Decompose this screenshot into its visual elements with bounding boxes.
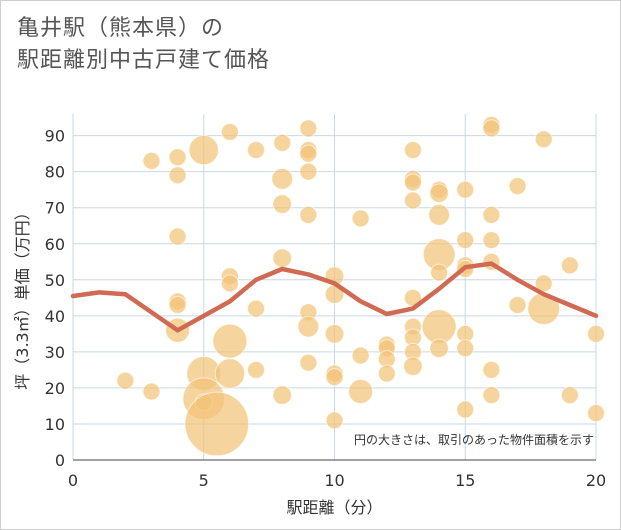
axes: 0 5 10 15 20 0 10 20 30 40 50 60 70 80 90 [45,127,607,490]
bubble-point [403,191,422,210]
y-axis-label: 坪（3.3㎡）単価（万円） [13,204,32,389]
bubble-point [324,324,345,344]
bubble-point [142,151,161,170]
bubble-point [299,353,318,372]
y-tick-label: 70 [45,199,65,218]
bubble-point [297,315,320,338]
bubble-point [168,148,187,167]
bubble-point [351,209,370,228]
bubble-point [587,324,605,343]
bubble-point [560,256,579,275]
size-annotation: 円の大きさは、取引のあった物件面積を示す [354,432,594,447]
bubble-point [168,166,187,185]
bubble-point [482,386,501,405]
bubble-point [142,382,161,401]
bubble-point [534,130,553,149]
trend-line [70,261,599,333]
bubble-point [377,364,396,383]
bubble-point [429,183,449,204]
bubble-point [188,134,219,166]
bubble-point [184,391,250,457]
x-axis-label: 駅距離（分） [286,498,382,517]
y-tick-label: 20 [45,379,65,398]
bubble-point [116,371,135,390]
bubble-point [456,180,475,199]
bubble-point [299,119,318,138]
chart-title-line1: 亀井駅（熊本県）の [17,16,225,41]
bubble-point [214,358,246,389]
bubble-point [247,141,266,160]
bubble-point [348,379,374,405]
bubble-point [299,205,318,224]
bubble-point [403,173,422,192]
bubble-point [351,346,370,365]
bubble-point [272,385,293,405]
y-tick-label: 0 [55,451,65,470]
y-tick-label: 30 [45,343,65,362]
bubble-point [299,144,318,163]
bubble-point [587,404,605,423]
bubble-point [271,167,294,190]
y-tick-label: 90 [45,127,65,146]
x-tick-label: 5 [199,471,209,490]
bubble-point [428,204,451,226]
bubble-point [508,296,527,315]
bubble-point [456,400,475,419]
bubble-point [456,231,475,250]
bubble-point [273,133,292,152]
chart-title-line2: 駅距離別中古戸建て価格 [17,48,271,73]
bubble-point [299,162,318,181]
y-tick-label: 60 [45,235,65,254]
bubble-point [430,263,449,282]
trend-series [70,261,599,333]
x-tick-label: 0 [68,471,78,490]
bubble-point [429,338,449,359]
bubble-point [482,205,501,224]
bubble-point [220,123,239,142]
bubble-point [482,231,501,250]
bubble-point [325,411,344,430]
bubble-point [403,356,423,377]
y-tick-label: 10 [45,415,65,434]
chart-title: 亀井駅（熊本県）の 駅距離別中古戸建て価格 [17,13,270,77]
bubble-series [116,115,605,457]
x-tick-label: 10 [324,471,344,490]
bubble-point [482,360,501,379]
bubble-point [247,299,266,318]
bubble-point [456,339,475,358]
bubble-point [168,227,187,246]
bubble-point [212,323,248,359]
bubble-point [403,141,422,160]
bubble-point [272,194,293,214]
bubble-point [247,360,266,379]
bubble-point [560,386,579,405]
bubble-point [220,274,239,293]
bubble-point [272,248,293,268]
y-tick-label: 80 [45,163,65,182]
y-tick-label: 40 [45,307,65,326]
y-tick-label: 50 [45,271,65,290]
x-tick-label: 20 [586,471,606,490]
x-tick-label: 15 [455,471,475,490]
bubble-point [168,296,187,315]
bubble-point [508,177,527,196]
bubble-point [482,119,501,138]
bubble-point [325,368,344,387]
